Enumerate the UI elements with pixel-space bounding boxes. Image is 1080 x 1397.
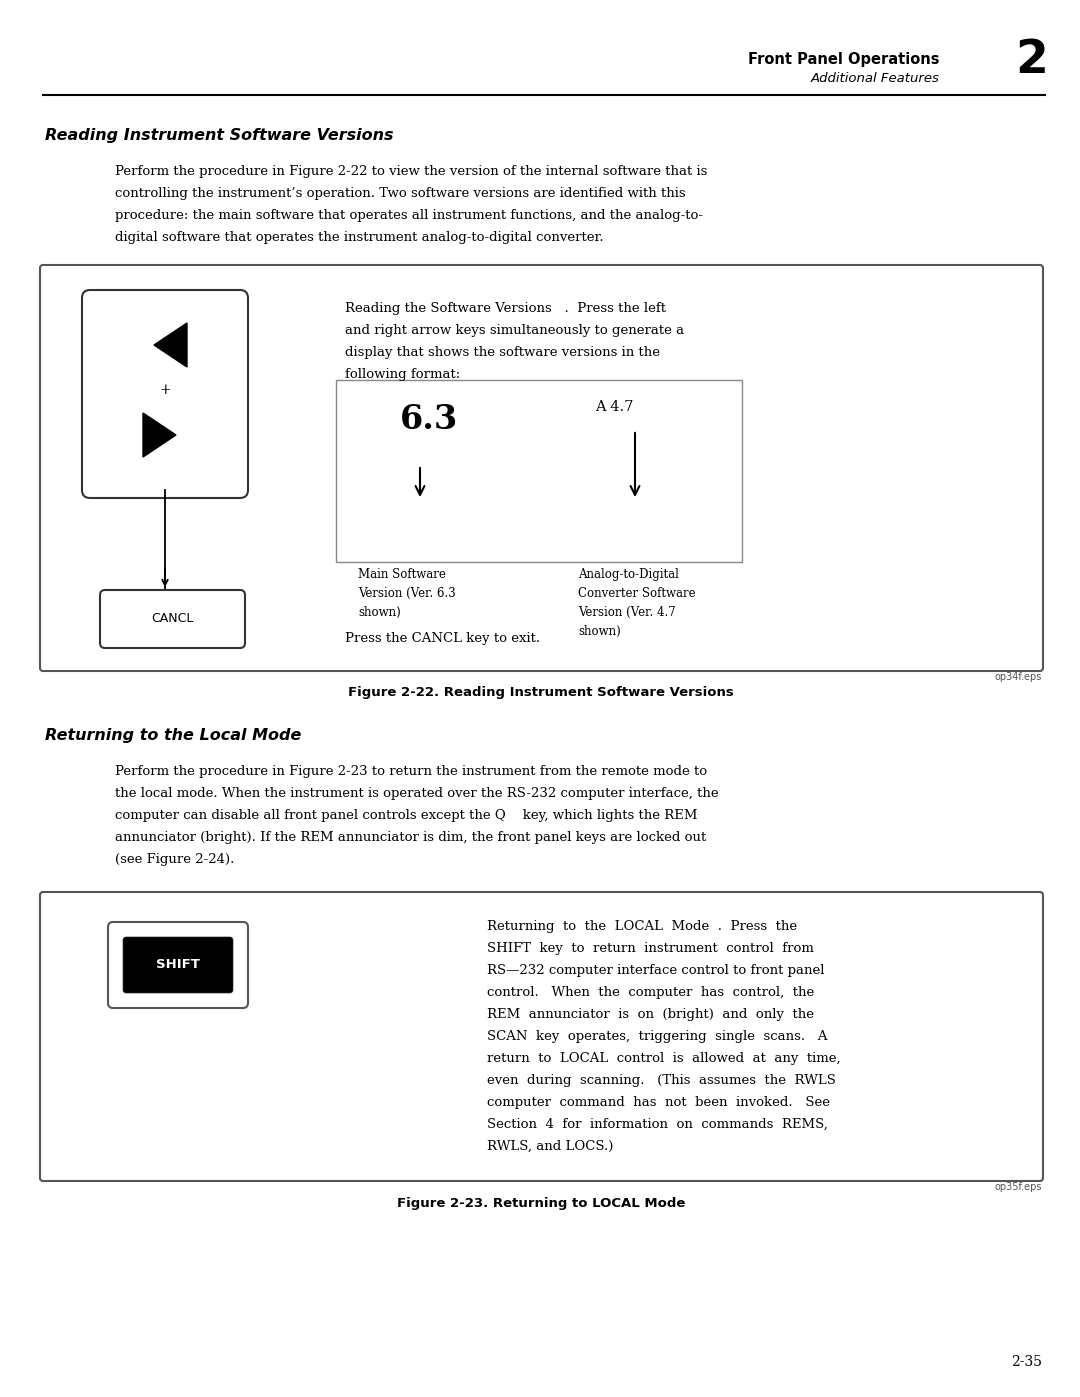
Text: REM  annunciator  is  on  (bright)  and  only  the: REM annunciator is on (bright) and only … [487,1009,814,1021]
Text: Perform the procedure in Figure 2-22 to view the version of the internal softwar: Perform the procedure in Figure 2-22 to … [114,165,707,177]
Text: controlling the instrument’s operation. Two software versions are identified wit: controlling the instrument’s operation. … [114,187,686,200]
Text: following format:: following format: [345,367,460,381]
FancyBboxPatch shape [123,937,233,993]
Text: Converter Software: Converter Software [578,587,696,599]
Text: SHIFT  key  to  return  instrument  control  from: SHIFT key to return instrument control f… [487,942,814,956]
Text: RS—232 computer interface control to front panel: RS—232 computer interface control to fro… [487,964,824,977]
FancyBboxPatch shape [108,922,248,1009]
Text: Reading Instrument Software Versions: Reading Instrument Software Versions [45,129,393,142]
FancyBboxPatch shape [82,291,248,497]
Text: 2-35: 2-35 [1011,1355,1042,1369]
FancyBboxPatch shape [100,590,245,648]
Text: op35f.eps: op35f.eps [995,1182,1042,1192]
Text: computer  command  has  not  been  invoked.   See: computer command has not been invoked. S… [487,1097,831,1109]
Text: Analog-to-Digital: Analog-to-Digital [578,569,679,581]
Text: Returning to the Local Mode: Returning to the Local Mode [45,728,301,743]
Polygon shape [143,414,176,457]
FancyBboxPatch shape [40,893,1043,1180]
Text: control.   When  the  computer  has  control,  the: control. When the computer has control, … [487,986,814,999]
Text: Front Panel Operations: Front Panel Operations [748,52,940,67]
Text: the local mode. When the instrument is operated over the RS-232 computer interfa: the local mode. When the instrument is o… [114,787,718,800]
Text: RWLS, and LOCS.): RWLS, and LOCS.) [487,1140,613,1153]
FancyBboxPatch shape [336,380,742,562]
Text: display that shows the software versions in the: display that shows the software versions… [345,346,660,359]
Text: annunciator (bright). If the REM annunciator is dim, the front panel keys are lo: annunciator (bright). If the REM annunci… [114,831,706,844]
Text: shown): shown) [357,606,401,619]
Text: Returning  to  the  LOCAL  Mode  .  Press  the: Returning to the LOCAL Mode . Press the [487,921,797,933]
Text: Version (Ver. 4.7: Version (Ver. 4.7 [578,606,676,619]
FancyBboxPatch shape [40,265,1043,671]
Text: digital software that operates the instrument analog-to-digital converter.: digital software that operates the instr… [114,231,604,244]
Text: op34f.eps: op34f.eps [995,672,1042,682]
Text: return  to  LOCAL  control  is  allowed  at  any  time,: return to LOCAL control is allowed at an… [487,1052,840,1065]
Text: Additional Features: Additional Features [811,73,940,85]
Text: 2: 2 [1015,38,1048,82]
Text: procedure: the main software that operates all instrument functions, and the ana: procedure: the main software that operat… [114,210,703,222]
Text: +: + [159,383,171,397]
Text: even  during  scanning.   (This  assumes  the  RWLS: even during scanning. (This assumes the … [487,1074,836,1087]
Text: Main Software: Main Software [357,569,446,581]
Text: SCAN  key  operates,  triggering  single  scans.   A: SCAN key operates, triggering single sca… [487,1030,827,1044]
Text: A 4.7: A 4.7 [595,400,633,414]
Text: CANCL: CANCL [151,612,193,626]
Text: computer can disable all front panel controls except the Q    key, which lights : computer can disable all front panel con… [114,809,698,821]
Polygon shape [154,323,187,367]
Text: Figure 2-22. Reading Instrument Software Versions: Figure 2-22. Reading Instrument Software… [348,686,734,698]
Text: Press the CANCL key to exit.: Press the CANCL key to exit. [345,631,540,645]
Text: and right arrow keys simultaneously to generate a: and right arrow keys simultaneously to g… [345,324,684,337]
Text: SHIFT: SHIFT [157,958,200,971]
Text: Perform the procedure in Figure 2-23 to return the instrument from the remote mo: Perform the procedure in Figure 2-23 to … [114,766,707,778]
Text: Reading the Software Versions   .  Press the left: Reading the Software Versions . Press th… [345,302,666,314]
Text: Figure 2-23. Returning to LOCAL Mode: Figure 2-23. Returning to LOCAL Mode [396,1197,685,1210]
Text: (see Figure 2-24).: (see Figure 2-24). [114,854,234,866]
Text: Section  4  for  information  on  commands  REMS,: Section 4 for information on commands RE… [487,1118,828,1132]
Text: shown): shown) [578,624,621,638]
Text: 6.3: 6.3 [400,402,458,436]
Text: Version (Ver. 6.3: Version (Ver. 6.3 [357,587,456,599]
